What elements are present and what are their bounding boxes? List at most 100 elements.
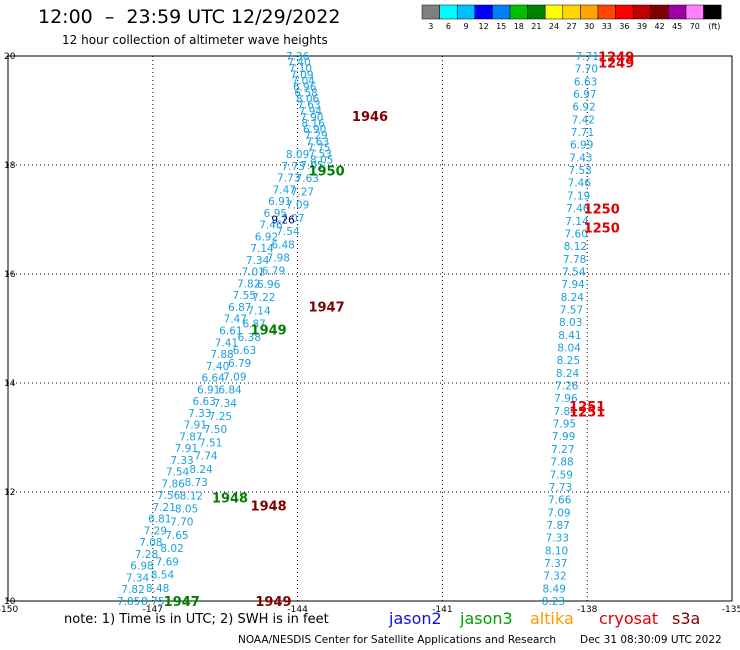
wave-height-value: 7.88: [210, 349, 233, 361]
wave-height-value: 6.91: [197, 384, 220, 396]
wave-height-value: 6.92: [255, 231, 278, 243]
chart-subtitle: 12 hour collection of altimeter wave hei…: [62, 33, 328, 47]
pass-time-label: 1947: [164, 595, 200, 610]
wave-height-value: 7.41: [215, 337, 238, 349]
wave-height-value: 7.26: [555, 381, 579, 393]
wave-height-value: 7.33: [170, 455, 193, 467]
wave-height-value: 7.71: [576, 51, 599, 63]
colorbar-label: 45: [672, 22, 682, 31]
wave-height-value: 7.42: [572, 114, 595, 126]
wave-height-value: 7.32: [543, 571, 566, 583]
wave-height-value: 7.04: [292, 75, 316, 87]
wave-height-value: 7.46: [259, 220, 283, 232]
wave-height-value: 7.46: [566, 203, 590, 215]
wave-height-value: 7.66: [548, 495, 572, 507]
chart-title: 12:00 – 23:59 UTC 12/29/2022: [38, 6, 341, 28]
wave-height-value: 7.63: [306, 136, 329, 148]
plot-frame: [7, 55, 733, 602]
wave-height-value: 7.34: [214, 398, 238, 410]
wave-height-value: 7.22: [252, 292, 275, 304]
colorbar-swatch: [562, 4, 581, 20]
wave-height-value: 7.73: [549, 482, 572, 494]
colorbar-swatch: [703, 4, 722, 20]
wave-height-value: 7.09: [547, 507, 570, 519]
wave-height-value: 7.21: [153, 502, 176, 514]
wave-height-value: 7.08: [139, 537, 162, 549]
colorbar-swatch: [439, 4, 458, 20]
wave-height-value: 8.04: [557, 343, 581, 355]
wave-height-value: 7.95: [553, 419, 576, 431]
wave-height-value: 6.96: [293, 81, 317, 93]
pass-time-label: 1250: [584, 203, 620, 218]
wave-height-value: 7.34: [246, 255, 270, 267]
wave-height-value: 7.10: [289, 63, 312, 75]
wave-height-value: 7.09: [223, 371, 246, 383]
colorbar-swatch: [580, 4, 599, 20]
y-tick-label: 18: [4, 161, 16, 171]
wave-height-value: 7.82: [121, 584, 144, 596]
legend-jason3-label: jason3: [460, 609, 513, 628]
wave-height-value: 7.75: [307, 142, 330, 154]
wave-height-value: 6.63: [574, 76, 597, 88]
wave-height-value: 7.54: [276, 226, 300, 238]
wave-height-value: 6.61: [219, 326, 242, 338]
wave-height-value: 7.29: [144, 525, 167, 537]
wave-height-value: 7.86: [161, 478, 185, 490]
wave-height-value: 7.05: [300, 160, 323, 172]
colorbar-swatch: [474, 4, 493, 20]
colorbar-swatch: [421, 4, 440, 20]
wave-height-value: 6.87: [228, 302, 251, 314]
pass-time-label: 1949: [255, 595, 291, 610]
colorbar-swatch: [492, 4, 511, 20]
wave-height-value: 8.12: [564, 241, 587, 253]
legend-cryosat-label: cryosat: [599, 609, 659, 628]
wave-height-value: 8.49: [543, 583, 566, 595]
y-tick-label: 10: [4, 597, 16, 607]
wave-height-value: 6.90: [303, 124, 326, 136]
x-tick-label: -147: [143, 605, 163, 615]
wave-height-value: 7.82: [237, 278, 260, 290]
wave-height-value: 7.73: [277, 173, 300, 185]
wave-height-value: 8.54: [151, 570, 175, 582]
wave-height-value: 7.71: [571, 127, 594, 139]
pass-time-label: 1948: [212, 491, 248, 506]
x-tick-label: -144: [287, 605, 308, 615]
y-tick-label: 20: [4, 52, 16, 62]
colorbar-swatch: [632, 4, 652, 20]
colorbar-label: 15: [496, 22, 506, 31]
wave-height-value: 7.07: [281, 213, 304, 225]
wave-height-value: 7.78: [563, 254, 586, 266]
wave-height-value: 8.03: [559, 317, 582, 329]
wave-height-value: 6.91: [268, 196, 291, 208]
wave-height-value: 7.25: [209, 411, 232, 423]
x-tick-label: -138: [577, 605, 598, 615]
wave-height-value: 6.98: [130, 561, 153, 573]
wave-height-value: 8.48: [146, 583, 169, 595]
wave-height-value: 7.99: [552, 431, 575, 443]
wave-height-value: 7.27: [291, 186, 314, 198]
wave-height-value: 7.88: [550, 457, 573, 469]
wave-height-value: 7.63: [297, 100, 320, 112]
wave-height-value: 7.87: [179, 431, 202, 443]
wave-height-value: 7.14: [250, 243, 274, 255]
wave-height-value: 7.01: [241, 267, 264, 279]
wave-height-value: 8.06: [296, 94, 320, 106]
pass-time-label: 1251: [569, 405, 605, 420]
legend-s3a-label: s3a: [672, 609, 701, 628]
wave-height-value: 8.02: [160, 543, 183, 555]
wave-height-value: 7.33: [188, 408, 211, 420]
wave-height-value: 7.47: [224, 314, 247, 326]
colorbar-label: 33: [602, 22, 612, 31]
wave-height-value: 8.75: [141, 596, 164, 608]
wave-height-value: 7.34: [126, 572, 150, 584]
wave-height-value: 7.90: [300, 112, 323, 124]
colorbar-label: (ft): [708, 22, 720, 31]
colorbar-swatch: [668, 4, 687, 20]
wave-height-value: 6.81: [148, 514, 171, 526]
colorbar-swatch: [509, 4, 528, 20]
wave-height-value: 8.16: [302, 118, 326, 130]
wave-height-value: 7.28: [135, 549, 158, 561]
colorbar-label: 39: [637, 22, 647, 31]
wave-height-value: 7.98: [267, 252, 290, 264]
